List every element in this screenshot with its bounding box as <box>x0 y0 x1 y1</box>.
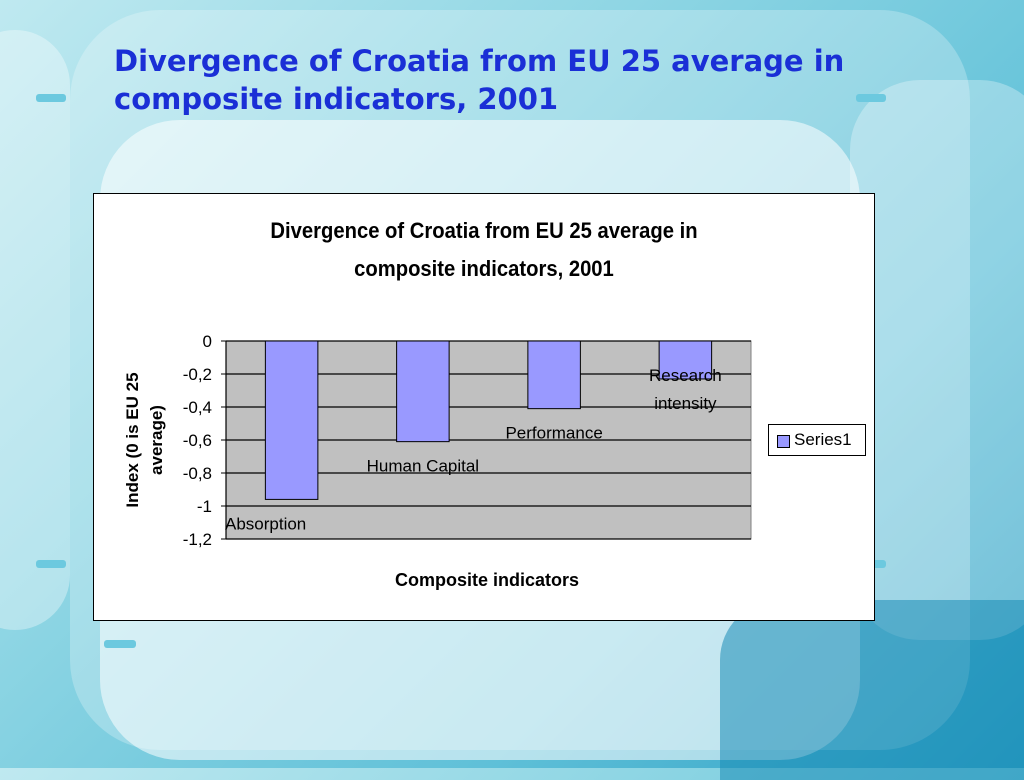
category-label: Research <box>649 366 722 385</box>
y-tick-label: -0,2 <box>183 365 212 384</box>
chart-title: composite indicators, 2001 <box>354 257 614 281</box>
decor-dash <box>36 560 66 568</box>
y-tick-label: -0,4 <box>183 398 212 417</box>
bar-chart: Divergence of Croatia from EU 25 average… <box>123 219 752 590</box>
decor-dash <box>856 94 886 102</box>
y-tick-label: -0,6 <box>183 431 212 450</box>
background-panel-left <box>0 30 70 630</box>
bar-performance <box>527 340 581 410</box>
category-label: Performance <box>505 424 602 443</box>
bar-research-intensity <box>658 340 713 380</box>
legend-swatch <box>777 435 790 448</box>
y-axis-title-line: Index (0 is EU 25 <box>123 372 142 507</box>
y-tick-label: -1 <box>197 497 212 516</box>
y-tick-label: 0 <box>203 332 212 351</box>
decor-dash <box>36 94 66 102</box>
chart-container: Divergence of Croatia from EU 25 average… <box>93 193 875 621</box>
bar-absorption <box>264 340 319 500</box>
category-label: Human Capital <box>367 457 479 476</box>
legend-label: Series1 <box>794 430 852 449</box>
background-panel-right <box>850 80 1024 640</box>
chart-title: Divergence of Croatia from EU 25 average… <box>270 219 697 243</box>
y-tick-label: -1,2 <box>183 530 212 549</box>
y-axis-title: Index (0 is EU 25 average) <box>123 372 166 507</box>
decor-dash <box>104 640 136 648</box>
chart-legend: Series1 <box>768 424 866 456</box>
y-tick-label: -0,8 <box>183 464 212 483</box>
x-axis-title: Composite indicators <box>395 570 579 590</box>
y-axis-title-line: average) <box>147 405 166 475</box>
slide-title: Divergence of Croatia from EU 25 average… <box>114 44 845 116</box>
category-label: intensity <box>654 394 717 413</box>
bar-human-capital <box>396 340 450 443</box>
background-corner-shape <box>720 600 1024 780</box>
category-label: Absorption <box>225 514 306 533</box>
